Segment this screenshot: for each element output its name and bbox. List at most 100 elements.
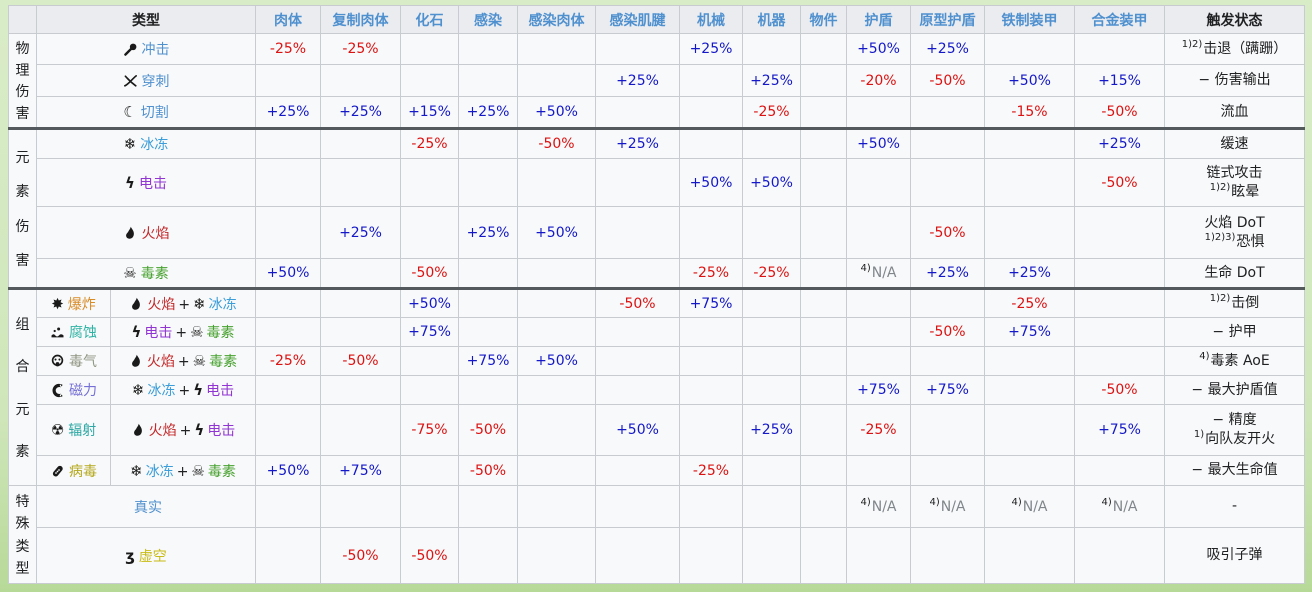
magnetic-robotic-modifier xyxy=(742,375,801,405)
heat-link[interactable]: 火焰 xyxy=(146,354,175,370)
slash-type-cell: ☾ 切割 xyxy=(36,96,256,129)
cold-link[interactable]: 冰冻 xyxy=(147,383,176,399)
cold-row: 元素伤害 ❄ 冰冻 -25% -50% +25% +50% +25% 缓速 xyxy=(8,127,1305,289)
gas-row: 毒气 火焰 + ☠ 毒素 -25% -50% +75% +50% 4)毒素 AoE xyxy=(9,346,1305,376)
puncture-link[interactable]: 穿刺 xyxy=(141,73,170,90)
status-effect-line: 4)毒素 AoE xyxy=(1199,350,1270,369)
column-header-alloy_armor-label[interactable]: 合金装甲 xyxy=(1091,12,1148,29)
modifier-value: -50% xyxy=(1101,104,1138,120)
column-header-machinery-label[interactable]: 机械 xyxy=(697,12,725,29)
modifier-value: +75% xyxy=(408,324,451,340)
modifier-value: -75% xyxy=(411,422,448,438)
electricity-icon: ϟ xyxy=(194,421,205,439)
electricity-link[interactable]: 电击 xyxy=(207,423,236,439)
blast-row: 组合元素 ✸ 爆炸 火焰 + ❄ 冰冻 +50% -50% +75% -25% 1)2)击倒 xyxy=(8,287,1305,486)
radiation-link[interactable]: 辐射 xyxy=(68,423,97,439)
void-flesh-modifier xyxy=(255,527,321,584)
corrosive-ferrite_armor-modifier: +75% xyxy=(984,317,1075,347)
magnetic-type-cell: 磁力 xyxy=(36,375,111,405)
true-ferrite_armor-modifier: 4)N/A xyxy=(984,485,1075,528)
gas-ferrite_armor-modifier xyxy=(984,346,1075,376)
modifier-value: -25% xyxy=(342,41,379,57)
toxin-link[interactable]: 毒素 xyxy=(207,463,236,480)
electricity-infested_flesh-modifier xyxy=(517,158,596,207)
cold-link[interactable]: 冰冻 xyxy=(140,137,169,153)
gas-alloy_armor-modifier xyxy=(1074,346,1165,376)
column-header-type: 类型 xyxy=(36,5,256,34)
not-applicable-value: N/A xyxy=(1022,498,1048,515)
void-link[interactable]: 虚空 xyxy=(138,548,167,565)
toxin-icon: ☠ xyxy=(123,264,137,282)
gas-link[interactable]: 毒气 xyxy=(69,354,97,370)
viral-flesh-modifier: +50% xyxy=(255,455,321,486)
modifier-value: +75% xyxy=(1008,324,1051,340)
true-link[interactable]: 真实 xyxy=(134,499,162,516)
column-header-proto_shield: 原型护盾 xyxy=(910,5,985,34)
slash-link[interactable]: 切割 xyxy=(140,105,169,121)
toxin-cloned_flesh-modifier xyxy=(320,258,401,289)
radiation-flesh-modifier xyxy=(255,404,321,456)
column-header-infested_flesh-label[interactable]: 感染肉体 xyxy=(528,12,585,29)
heat-link[interactable]: 火焰 xyxy=(141,225,170,242)
toxin-link[interactable]: 毒素 xyxy=(140,266,169,282)
impact-flesh-modifier: -25% xyxy=(255,33,321,65)
magnetic-cloned_flesh-modifier xyxy=(320,375,401,405)
toxin-link[interactable]: 毒素 xyxy=(209,354,238,370)
true-status-effect: - xyxy=(1164,485,1305,528)
void-ferrite_armor-modifier xyxy=(984,527,1075,584)
column-header-cloned_flesh: 复制肉体 xyxy=(320,5,401,34)
column-header-proto_shield-label[interactable]: 原型护盾 xyxy=(919,12,976,29)
column-header-infested-label[interactable]: 感染 xyxy=(474,12,502,29)
plus-sign: + xyxy=(178,296,191,313)
status-effect-line: 1)2)3)恐惧 xyxy=(1204,231,1265,250)
column-header-object-label[interactable]: 物件 xyxy=(809,12,838,29)
heat-link[interactable]: 火焰 xyxy=(148,423,177,439)
status-effect-line: − 伤害输出 xyxy=(1198,72,1271,88)
column-header-object: 物件 xyxy=(800,5,847,34)
magnetic-link[interactable]: 磁力 xyxy=(69,383,97,399)
viral-link[interactable]: 病毒 xyxy=(69,463,97,480)
heat-flesh-modifier xyxy=(255,206,321,259)
not-applicable-value: N/A xyxy=(871,265,897,281)
gas-machinery-modifier xyxy=(679,346,743,376)
viral-infested-modifier: -50% xyxy=(458,455,518,486)
column-header-flesh-label[interactable]: 肉体 xyxy=(274,12,302,29)
impact-row: 物理伤害 冲击 -25% -25% +25% +50% +25% 1)2)击退（蹒跚） xyxy=(8,33,1305,129)
electricity-link[interactable]: 电击 xyxy=(138,175,167,192)
impact-robotic-modifier xyxy=(742,33,801,65)
impact-link[interactable]: 冲击 xyxy=(141,42,170,58)
column-header-ferrite_armor-label[interactable]: 铁制装甲 xyxy=(1001,12,1058,29)
impact-ferrite_armor-modifier xyxy=(984,33,1075,65)
heat-icon xyxy=(123,226,138,241)
viral-ferrite_armor-modifier xyxy=(984,455,1075,486)
gas-object-modifier xyxy=(800,346,847,376)
column-header-robotic-label[interactable]: 机器 xyxy=(757,12,786,29)
magnetic-shield-modifier: +75% xyxy=(846,375,911,405)
column-header-shield-label[interactable]: 护盾 xyxy=(864,12,893,29)
blast-link[interactable]: 爆炸 xyxy=(67,296,96,313)
toxin-link[interactable]: 毒素 xyxy=(206,325,235,341)
heat-cloned_flesh-modifier: +25% xyxy=(320,206,401,259)
slash-alloy_armor-modifier: -50% xyxy=(1074,96,1165,129)
electricity-link[interactable]: 电击 xyxy=(144,325,173,341)
viral-proto_shield-modifier xyxy=(910,455,985,486)
cold-link[interactable]: 冰冻 xyxy=(208,296,237,313)
column-header-cloned_flesh-label[interactable]: 复制肉体 xyxy=(332,12,389,29)
column-header-infested_sinew-label[interactable]: 感染肌腱 xyxy=(609,12,666,29)
heat-icon xyxy=(131,423,146,438)
column-header-fossilized-label[interactable]: 化石 xyxy=(415,12,444,29)
modifier-value: -25% xyxy=(753,265,790,281)
corrosive-row: 腐蚀 ϟ 电击 + ☠ 毒素 +75% -50% +75% − 护甲 xyxy=(9,317,1305,347)
electricity-link[interactable]: 电击 xyxy=(206,383,235,399)
true-machinery-modifier xyxy=(679,485,743,528)
corrosive-link[interactable]: 腐蚀 xyxy=(69,325,97,341)
heat-link[interactable]: 火焰 xyxy=(147,296,176,313)
gas-proto_shield-modifier xyxy=(910,346,985,376)
heat-infested_flesh-modifier: +50% xyxy=(517,206,596,259)
group-label-combined-text: 组合元素 xyxy=(15,317,30,460)
footnote-marker: 1)2) xyxy=(1209,181,1231,193)
modifier-value: -50% xyxy=(411,547,448,564)
electricity-cloned_flesh-modifier xyxy=(320,158,401,207)
cold-link[interactable]: 冰冻 xyxy=(145,463,174,480)
footnote-marker: 1) xyxy=(1193,429,1205,441)
